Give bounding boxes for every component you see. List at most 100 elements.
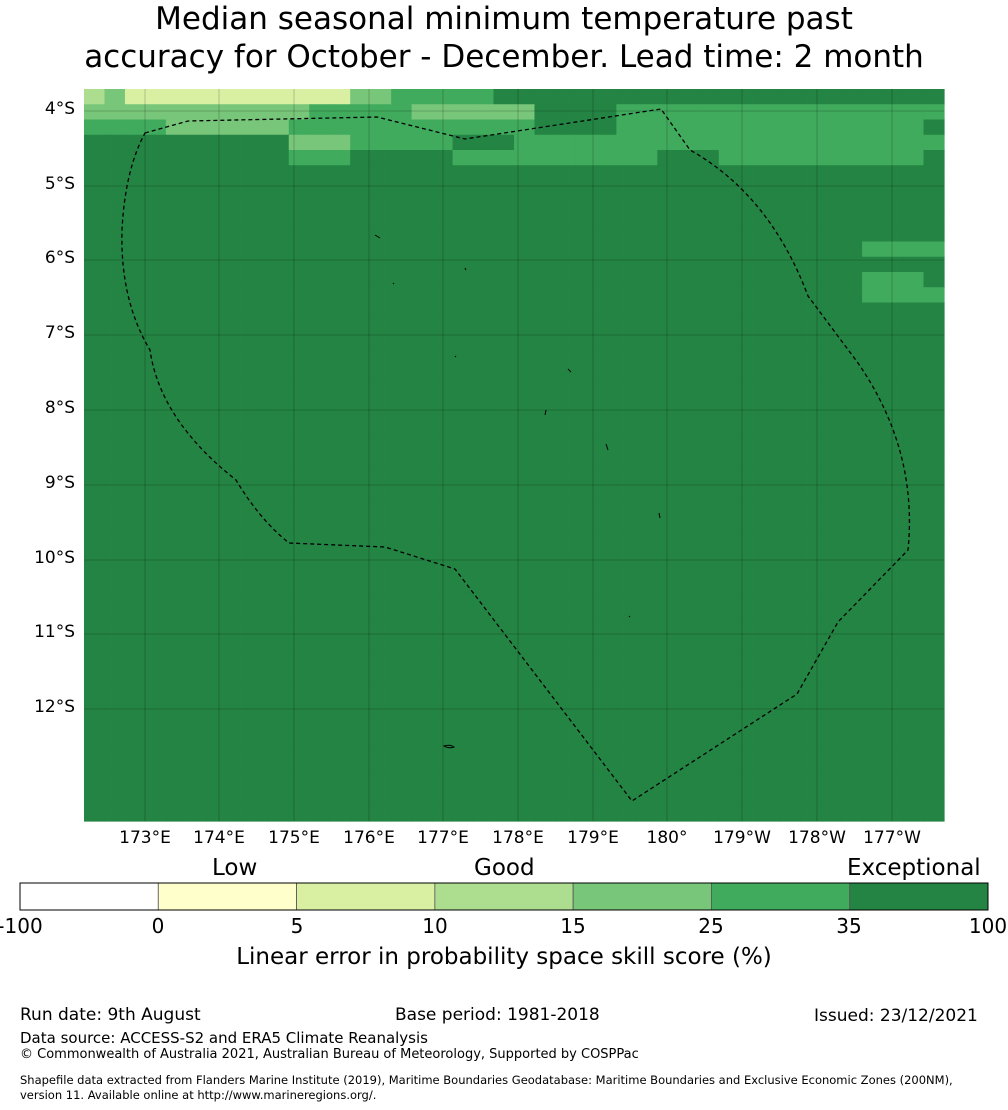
skill-cell (903, 500, 925, 517)
skill-cell (616, 714, 638, 731)
skill-cell (657, 302, 679, 319)
skill-cell (821, 561, 843, 578)
skill-cell (923, 744, 945, 761)
skill-cell (411, 272, 433, 288)
skill-cell (84, 195, 106, 212)
skill-cell (595, 592, 617, 609)
skill-cell (350, 89, 372, 105)
skill-cell (309, 333, 331, 349)
skill-cell (432, 302, 454, 319)
skill-cell (432, 348, 454, 365)
skill-cell (268, 272, 290, 288)
skill-cell (493, 317, 515, 334)
skill-cell (636, 302, 658, 319)
skill-cell (759, 226, 781, 243)
skill-cell (206, 165, 228, 182)
skill-cell (903, 272, 925, 288)
skill-cell (452, 607, 474, 624)
skill-cell (350, 775, 372, 792)
skill-cell (698, 638, 720, 654)
skill-cell (636, 317, 658, 334)
skill-cell (780, 195, 802, 212)
skill-cell (534, 790, 556, 807)
skill-cell (432, 333, 454, 349)
skill-cell (288, 744, 310, 761)
skill-cell (84, 394, 106, 410)
skill-cell (145, 760, 167, 776)
skill-cell (677, 256, 699, 273)
skill-cell (84, 546, 106, 563)
skill-cell (759, 729, 781, 746)
skill-cell (636, 607, 658, 624)
skill-cell (473, 516, 495, 532)
skill-cell (862, 119, 884, 136)
skill-cell (104, 683, 126, 700)
skill-cell (350, 516, 372, 532)
skill-cell (370, 424, 392, 441)
skill-cell (411, 302, 433, 319)
skill-cell (493, 561, 515, 578)
skill-cell (493, 699, 515, 715)
skill-cell (350, 470, 372, 487)
skill-cell (759, 516, 781, 532)
skill-cell (575, 378, 597, 395)
skill-cell (677, 516, 699, 532)
skill-cell (247, 317, 269, 334)
skill-cell (923, 470, 945, 487)
skill-cell (432, 561, 454, 578)
skill-cell (268, 409, 290, 426)
skill-cell (268, 211, 290, 227)
skill-cell (473, 729, 495, 746)
skill-cell (636, 89, 658, 105)
skill-cell (718, 180, 740, 197)
skill-cell (636, 546, 658, 563)
skill-cell (165, 516, 187, 532)
skill-cell (432, 760, 454, 776)
lon-label: 175°E (268, 828, 320, 848)
skill-cell (595, 744, 617, 761)
skill-cell (309, 272, 331, 288)
skill-cell (698, 317, 720, 334)
skill-cell (739, 165, 761, 182)
skill-cell (329, 775, 351, 792)
skill-cell (350, 531, 372, 548)
skill-cell (882, 119, 904, 136)
skill-cell (739, 409, 761, 426)
skill-cell (862, 500, 884, 517)
skill-cell (288, 119, 310, 136)
skill-cell (677, 89, 699, 105)
skill-cell (124, 439, 147, 456)
skill-cell (288, 287, 310, 304)
skill-cell (534, 805, 556, 822)
skill-cell (186, 607, 208, 624)
skill-cell (739, 714, 761, 731)
skill-cell (165, 729, 187, 746)
skill-cell (657, 241, 679, 258)
skill-cell (206, 485, 228, 502)
skill-cell (554, 241, 577, 258)
skill-cell (514, 272, 536, 288)
skill-cell (903, 516, 925, 532)
skill-cell (350, 653, 372, 670)
skill-cell (268, 439, 290, 456)
skill-cell (595, 241, 617, 258)
skill-cell (821, 683, 843, 700)
skill-cell (432, 211, 454, 227)
skill-cell (452, 134, 474, 151)
skill-cell (329, 424, 351, 441)
skill-cell (186, 180, 208, 197)
skill-cell (350, 439, 372, 456)
skill-cell (124, 333, 147, 349)
skill-cell (554, 272, 577, 288)
skill-cell (841, 546, 863, 563)
skill-cell (657, 150, 679, 166)
skill-cell (739, 760, 761, 776)
skill-cell (514, 195, 536, 212)
skill-cell (391, 592, 413, 609)
skill-cell (739, 134, 761, 151)
skill-cell (370, 302, 392, 319)
skill-cell (452, 348, 474, 365)
lon-label: 179°E (567, 828, 619, 848)
skill-cell (350, 317, 372, 334)
skill-cell (657, 653, 679, 670)
